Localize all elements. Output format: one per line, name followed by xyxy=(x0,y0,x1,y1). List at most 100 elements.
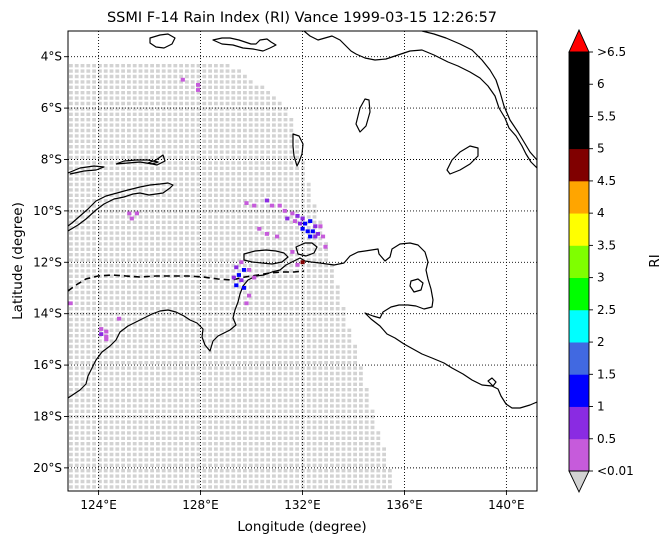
rain-pixel xyxy=(239,260,244,265)
y-tick-label: 8°S xyxy=(41,152,62,166)
x-tick-label: 140°E xyxy=(488,498,525,512)
y-tick-label: 14°S xyxy=(33,307,62,321)
colorbar-segment xyxy=(569,84,589,117)
coastline-wellesley xyxy=(487,377,497,387)
y-tick-label: 16°S xyxy=(33,358,62,372)
rain-pixel xyxy=(295,262,300,267)
colorbar-tick-label: 3.5 xyxy=(597,238,616,252)
rain-pixel xyxy=(234,265,239,270)
rain-pixel xyxy=(241,268,247,272)
rain-pixel xyxy=(300,216,305,221)
colorbar: <0.01 0.5 1 1.5 2 2.5 3 3.5 4 4.5 5 5.5 6 >6.5 xyxy=(568,28,634,494)
rain-pixel xyxy=(127,211,132,216)
rain-pixel xyxy=(196,83,201,87)
rain-pixel xyxy=(290,250,295,254)
rain-pixel xyxy=(234,283,239,288)
rain-pixel xyxy=(236,273,241,277)
rain-pixel xyxy=(252,275,257,280)
rain-pixel xyxy=(134,211,139,216)
rain-pixel xyxy=(300,260,305,265)
coastlines xyxy=(68,31,537,409)
rain-pixel xyxy=(247,293,252,298)
rain-pixel xyxy=(104,337,109,342)
colorbar-segment xyxy=(569,213,589,246)
colorbar-segment xyxy=(569,406,589,440)
coastline-new-guinea xyxy=(303,31,537,169)
colorbar-segment xyxy=(569,342,589,375)
colorbar-tick-label: <0.01 xyxy=(597,464,634,478)
rain-pixel xyxy=(180,77,185,82)
colorbar-frame xyxy=(568,51,590,472)
rain-pixel xyxy=(303,221,308,226)
y-tick-label: 6°S xyxy=(41,101,62,115)
colorbar-segment xyxy=(569,374,589,407)
colorbar-tick-label: 5 xyxy=(597,142,605,156)
colorbar-segment xyxy=(569,116,589,150)
rain-pixel xyxy=(99,327,104,331)
colorbar-tick-label: 5.5 xyxy=(597,109,616,123)
rain-pixel xyxy=(323,244,328,249)
rain-pixel xyxy=(315,232,320,236)
longitude-ticks: 124°E 128°E 132°E 136°E 140°E xyxy=(80,491,525,512)
colorbar-tick-label: 1.5 xyxy=(597,367,616,381)
x-tick-label: 132°E xyxy=(284,498,321,512)
colorbar-tick-label: 0.5 xyxy=(597,432,616,446)
x-axis-label: Longitude (degree) xyxy=(237,519,366,535)
y-axis-label: Latitude (degree) xyxy=(10,202,26,320)
x-tick-label: 124°E xyxy=(80,498,117,512)
rain-pixel xyxy=(104,329,109,334)
colorbar-segment xyxy=(569,180,589,214)
colorbar-over-triangle xyxy=(568,28,590,53)
rain-pixel xyxy=(244,201,249,205)
colorbar-segment xyxy=(569,245,589,279)
rain-pixel xyxy=(313,224,318,229)
coastline-wetar xyxy=(115,159,159,165)
map-title: SSMI F-14 Rain Index (RI) Vance 1999-03-… xyxy=(107,10,497,26)
x-tick-label: 128°E xyxy=(182,498,219,512)
rain-pixel xyxy=(282,208,287,213)
coastline-small-island xyxy=(147,154,166,166)
rain-pixel xyxy=(257,226,262,231)
rain-pixel xyxy=(305,229,310,234)
coastline-tanimbar xyxy=(292,133,304,167)
rain-pixel xyxy=(68,301,73,306)
rain-pixel xyxy=(298,221,303,226)
colorbar-tick-label: 2.5 xyxy=(597,303,616,317)
colorbar-segment xyxy=(569,277,589,311)
colorbar-segment xyxy=(569,309,589,343)
y-tick-label: 20°S xyxy=(33,461,62,475)
cyclone-track xyxy=(68,270,305,292)
colorbar-tick-label: 3 xyxy=(597,271,605,285)
coastline-timor xyxy=(68,182,174,232)
colorbar-segment xyxy=(569,438,589,472)
coastline-seram xyxy=(212,37,277,52)
rain-pixel xyxy=(290,211,295,216)
rain-pixel xyxy=(292,219,298,223)
colorbar-tick-label: 1 xyxy=(597,400,605,414)
colorbar-tick-label: 2 xyxy=(597,335,605,349)
colorbar-label: RI xyxy=(647,254,663,267)
coastline-gulf-bay xyxy=(446,145,479,175)
rain-pixel xyxy=(320,234,326,239)
rain-pixel xyxy=(277,203,282,208)
rain-pixel xyxy=(264,198,269,203)
coastline-australia xyxy=(68,242,537,409)
rain-pixel xyxy=(308,219,313,223)
plot-area xyxy=(68,31,537,491)
colorbar-tick-label: 6 xyxy=(597,77,605,91)
rain-pixel xyxy=(318,224,323,229)
coastline-buru xyxy=(149,33,176,49)
rain-pixel xyxy=(99,332,104,336)
rain-pixel xyxy=(129,216,134,221)
colorbar-under-triangle xyxy=(568,470,590,494)
y-tick-label: 10°S xyxy=(33,204,62,218)
coastline-cobourg xyxy=(295,242,318,257)
rain-pixel xyxy=(308,234,313,239)
rain-pixel xyxy=(285,216,290,221)
rain-pixel xyxy=(300,226,305,231)
rain-pixel xyxy=(244,301,249,306)
colorbar-tick-label: 4 xyxy=(597,206,605,220)
rain-pixel xyxy=(252,203,257,208)
colorbar-segment xyxy=(569,52,589,85)
